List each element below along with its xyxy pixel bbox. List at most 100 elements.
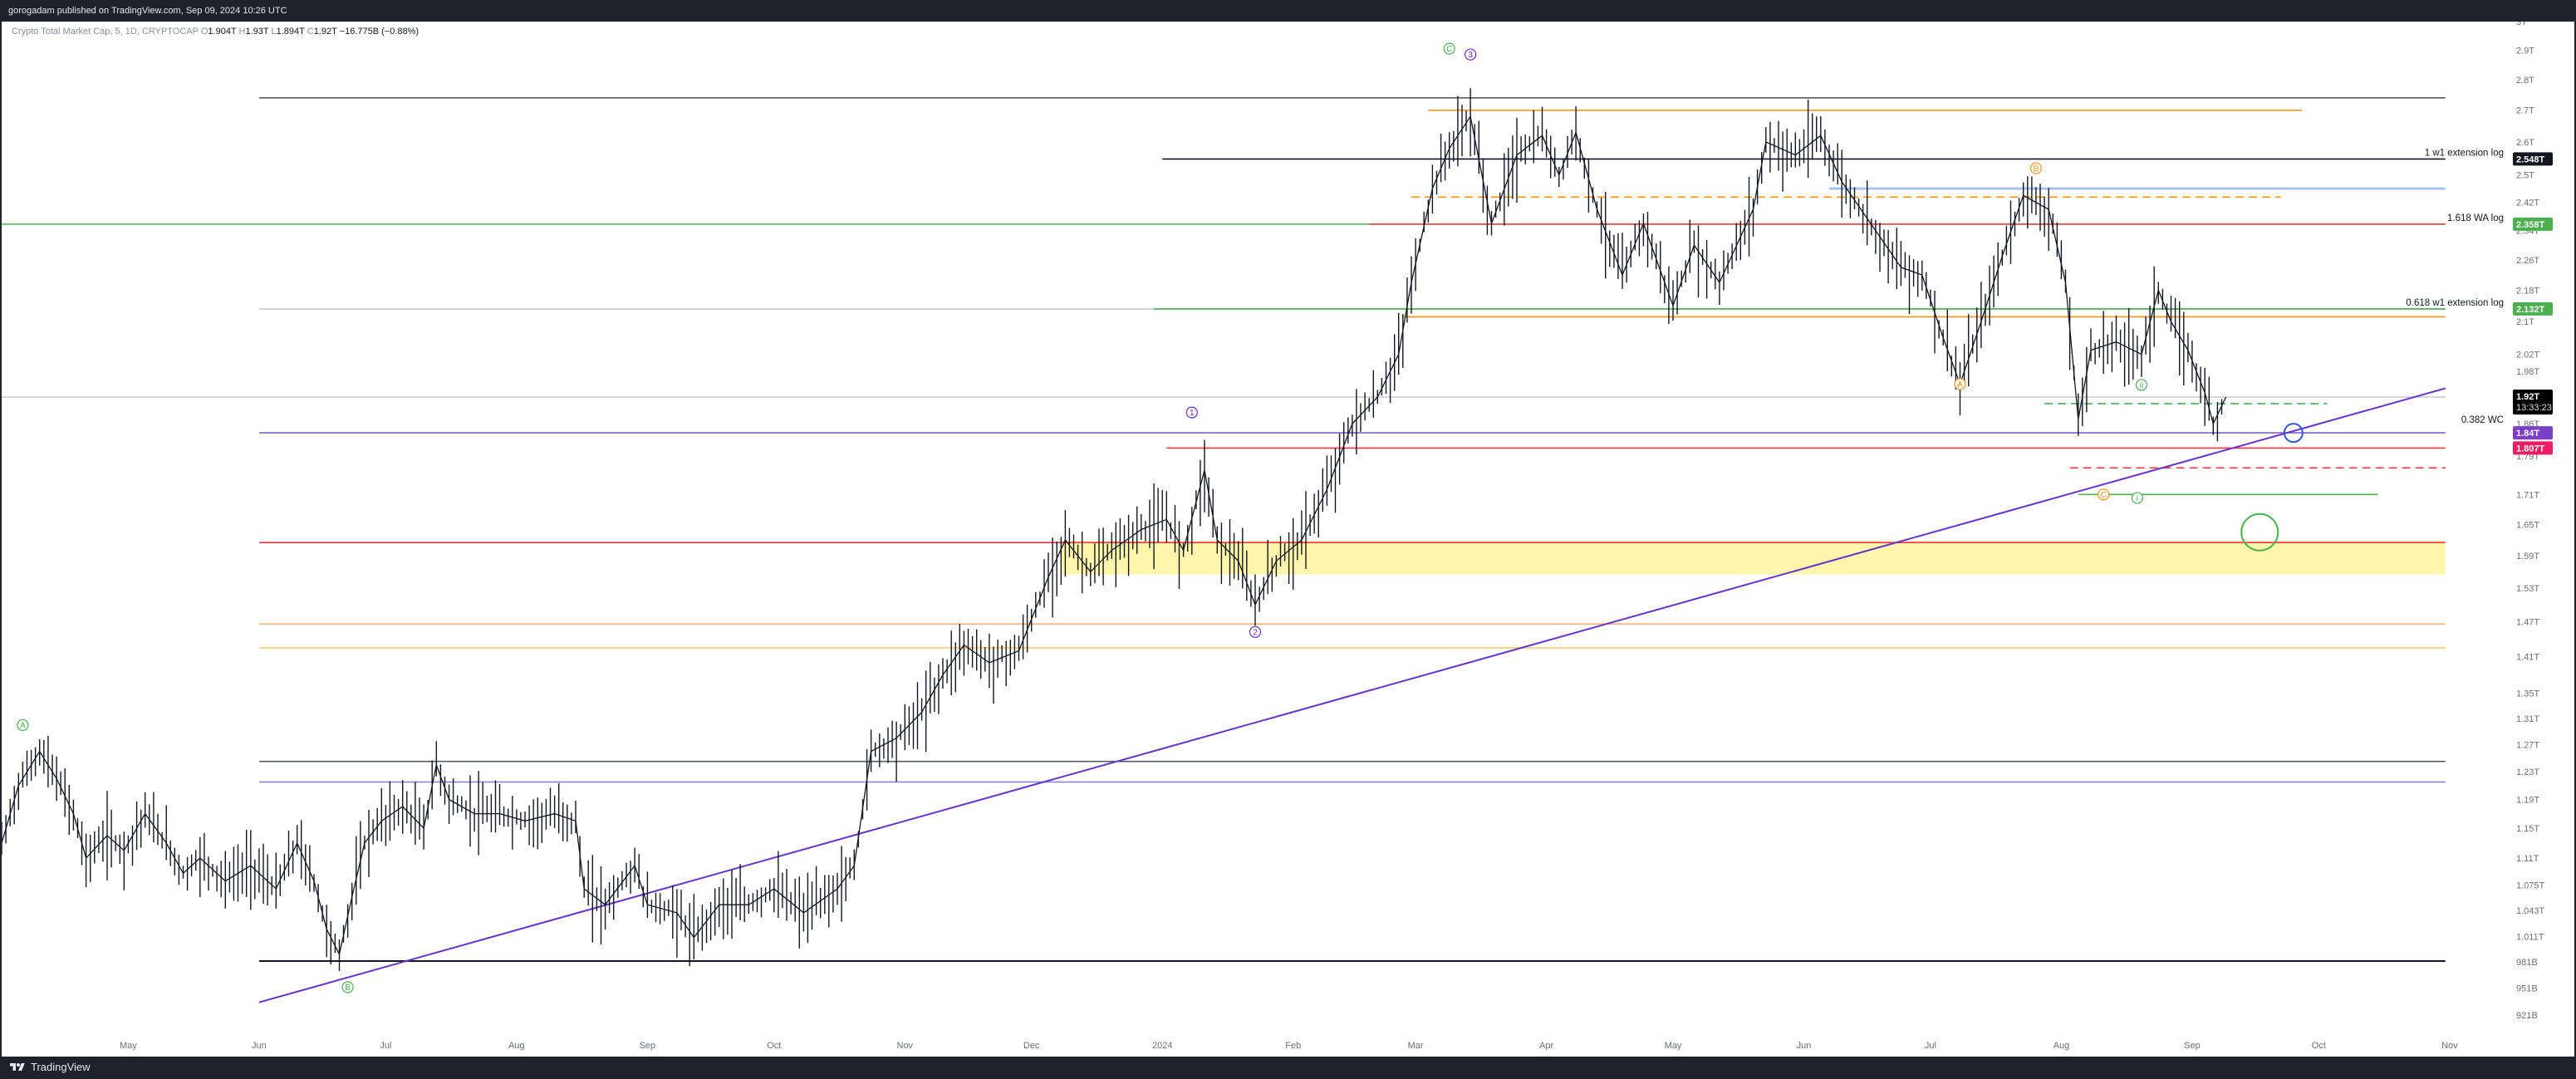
price-tag-label: 1.84T xyxy=(2516,429,2539,439)
price-axis-tick: 3T xyxy=(2516,22,2527,27)
change-value: −16.775B (−0.88%) xyxy=(339,27,420,37)
price-axis-tick: 1.35T xyxy=(2516,689,2539,699)
symbol-name: Crypto Total Market Cap, 5, 1D, CRYPTOCA… xyxy=(12,27,199,37)
price-axis-tick: 921B xyxy=(2516,1011,2538,1021)
wave-label-ring xyxy=(2029,162,2043,174)
time-axis-tick: May xyxy=(1665,1041,1682,1051)
time-axis-tick: Jul xyxy=(380,1041,391,1051)
brand-name: TradingView xyxy=(31,1061,91,1073)
price-tag-label: 1.807T xyxy=(2516,444,2545,454)
wave-label-ring xyxy=(1954,378,1966,390)
time-axis-tick: 2024 xyxy=(1152,1041,1172,1051)
wave-label: A xyxy=(20,721,26,730)
price-axis-tick: 2.42T xyxy=(2516,199,2539,208)
price-axis-tick: 981B xyxy=(2516,958,2538,968)
price-series-layer xyxy=(2,88,2227,972)
price-axis-tick: 1.41T xyxy=(2516,653,2539,663)
price-axis-tick: 1.53T xyxy=(2516,584,2539,594)
wave-label-ring xyxy=(1249,625,1262,639)
price-tag-label: 2.358T xyxy=(2516,220,2545,230)
price-axis-tick: 2.1T xyxy=(2516,317,2534,327)
tradingview-logo-icon xyxy=(10,1062,25,1071)
open-value: 1.904T xyxy=(208,27,237,37)
price-tag xyxy=(2513,389,2553,414)
wave-label: B xyxy=(345,983,351,993)
price-axis-tick: 2.9T xyxy=(2516,46,2534,56)
price-axis-tick: 2.8T xyxy=(2516,76,2534,86)
wave-label: B xyxy=(2034,164,2039,174)
price-tag xyxy=(2513,302,2553,316)
level-label: 0.618 w1 extension log xyxy=(2406,298,2504,308)
level-labels-layer: 1 w1 extension log 1.618 WA log 0.618 w1 e… xyxy=(2406,148,2504,424)
price-axis-tick: 951B xyxy=(2516,984,2538,994)
high-value: 1.93T xyxy=(245,27,269,37)
wave-label: i xyxy=(2137,494,2138,503)
time-axis-tick: Aug xyxy=(508,1041,525,1051)
wave-label: 2 xyxy=(1253,628,1258,637)
rising-trendline xyxy=(258,387,2446,1003)
wave-label: ii xyxy=(2140,381,2143,390)
low-label: L xyxy=(271,27,277,37)
price-tag xyxy=(2513,426,2553,440)
level-label: 1.618 WA log xyxy=(2447,213,2504,223)
wave-label: 3 xyxy=(1468,51,1473,60)
time-axis-tick: Nov xyxy=(2441,1041,2458,1051)
published-by-bar: gorogadam published on TradingView.com, … xyxy=(0,0,2576,20)
price-tag-label: 2.132T xyxy=(2516,305,2545,315)
time-axis-tick: Jun xyxy=(252,1041,267,1051)
time-axis-tick: Nov xyxy=(897,1041,914,1051)
wave-label: C xyxy=(2101,491,2107,500)
price-axis-tick: 1.11T xyxy=(2516,854,2539,864)
wave-label-ring xyxy=(1185,406,1198,419)
wave-label: A xyxy=(1957,380,1963,390)
time-axis: May Jun Jul Aug Sep Oct Nov Dec 2024 Feb Mar Apr May… xyxy=(120,1041,2458,1051)
tradingview-logo[interactable]: TradingView xyxy=(8,1061,91,1073)
time-axis-tick: Apr xyxy=(1539,1041,1553,1051)
price-tag xyxy=(2513,441,2553,455)
footer-bar: TradingView xyxy=(0,1057,2576,1079)
zones-layer xyxy=(1061,541,2446,575)
time-axis-tick: Sep xyxy=(2184,1041,2201,1051)
marker-circle xyxy=(2240,513,2279,552)
time-axis-tick: Dec xyxy=(1023,1041,1040,1051)
time-axis-tick: Sep xyxy=(640,1041,656,1051)
price-tag-label: 2.548T xyxy=(2516,154,2545,164)
low-value: 1.894T xyxy=(276,27,305,37)
wave-label-ring xyxy=(2131,492,2143,504)
price-axis-tick: 1.15T xyxy=(2516,824,2539,834)
bar-countdown: 13:33:23 xyxy=(2516,403,2552,413)
price-axis-tick: 1.19T xyxy=(2516,795,2539,805)
close-value: 1.92T xyxy=(313,27,337,37)
price-tag xyxy=(2513,217,2553,231)
time-axis-tick: May xyxy=(120,1041,137,1051)
time-axis-tick: Aug xyxy=(2053,1041,2070,1051)
price-axis-tick: 1.65T xyxy=(2516,520,2539,530)
price-axis-tick: 2.6T xyxy=(2516,138,2534,148)
price-axis-tick: 1.59T xyxy=(2516,552,2539,562)
price-axis: 3T2.9T2.8T2.7T2.6T2.5T2.42T2.34T2.26T2.1… xyxy=(2516,22,2545,1021)
price-tag-label: 1.92T xyxy=(2516,392,2539,402)
level-label: 0.382 WC xyxy=(2461,415,2504,425)
symbol-legend: Crypto Total Market Cap, 5, 1D, CRYPTOCA… xyxy=(12,27,419,37)
time-axis-tick: Jun xyxy=(1797,1041,1812,1051)
published-by-text: gorogadam published on TradingView.com, … xyxy=(8,6,287,16)
price-axis-tick: 1.47T xyxy=(2516,617,2539,627)
price-axis-tick: 1.23T xyxy=(2516,768,2539,777)
wave-label: 1 xyxy=(1190,409,1195,418)
price-axis-tick: 1.31T xyxy=(2516,714,2539,724)
wave-label-ring xyxy=(2098,488,2110,501)
wave-label-ring xyxy=(1443,42,1455,55)
level-label: 1 w1 extension log xyxy=(2425,148,2504,158)
circles-layer xyxy=(2240,423,2304,552)
high-label: H xyxy=(238,27,246,37)
price-axis-tick: 2.5T xyxy=(2516,171,2534,181)
price-axis-tick: 2.02T xyxy=(2516,351,2539,360)
time-axis-tick: Feb xyxy=(1285,1041,1301,1051)
wave-label-ring xyxy=(17,719,29,732)
time-axis-tick: Jul xyxy=(1925,1041,1936,1051)
trendline-layer xyxy=(258,387,2446,1003)
